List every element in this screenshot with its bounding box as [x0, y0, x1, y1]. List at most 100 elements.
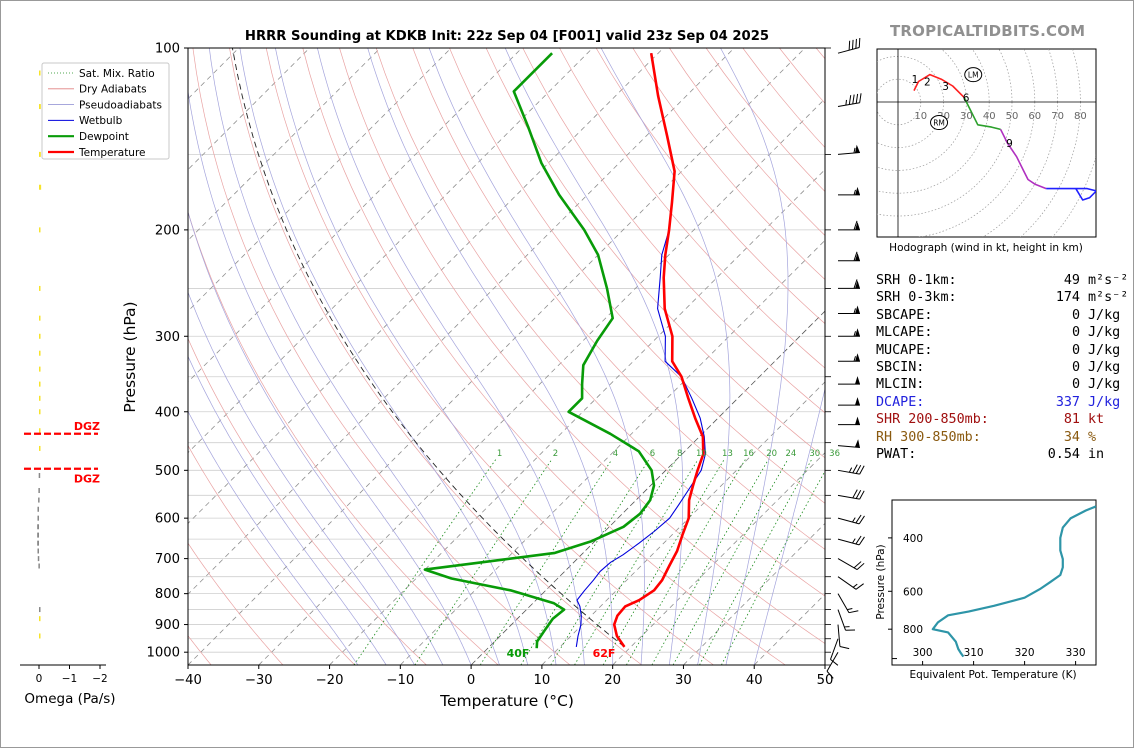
- pseudoadiabat-line: [428, 48, 645, 665]
- hodograph-trace: [913, 73, 1096, 201]
- mixing-ratio-line: [651, 459, 769, 665]
- barb-full: [853, 279, 858, 289]
- theta-e-profile: [931, 505, 1096, 658]
- barb-full: [848, 610, 859, 614]
- dry-adiabat-line: [339, 48, 825, 644]
- wind-barb: [838, 251, 860, 262]
- barb-full: [853, 220, 858, 231]
- dry-adiabat-line: [375, 48, 825, 597]
- mixing-ratio-line: [520, 459, 650, 665]
- x-tick-label: −10: [386, 673, 414, 688]
- pseudoadiabat-line: [188, 88, 472, 665]
- wind-barb: [838, 279, 860, 289]
- barb-full: [855, 535, 862, 545]
- x-axis-label: Temperature (°C): [439, 692, 574, 710]
- mixing-ratio-label: 8: [677, 449, 682, 459]
- barb-staff: [837, 609, 846, 631]
- barb-flag: [855, 186, 860, 195]
- wind-barb: [838, 416, 860, 426]
- surface-labels: 40F 62F: [507, 647, 616, 660]
- barb-full: [852, 94, 855, 105]
- isotherm-line: [329, 168, 825, 665]
- barb-full: [848, 95, 852, 105]
- param-row: SBCAPE: 0 J/kg: [876, 307, 1128, 324]
- param-row: PWAT: 0.54 in: [876, 446, 1128, 463]
- storm-motion-label: LM: [968, 71, 979, 80]
- theta-x-tick-label: 300: [913, 647, 933, 659]
- barb-full: [855, 464, 862, 474]
- wind-barb: [837, 624, 850, 650]
- x-tick-label: −30: [245, 673, 273, 688]
- param-label: PWAT:: [876, 447, 917, 463]
- omega-tick-label: −1: [62, 673, 77, 685]
- hodograph-segment: [999, 129, 1047, 190]
- wind-barb: [838, 353, 860, 362]
- omega-bar: [39, 409, 41, 415]
- dry-adiabat-line: [412, 48, 825, 550]
- omega-bar: [39, 104, 41, 110]
- pseudoadiabat-line: [753, 387, 825, 665]
- barb-half: [848, 467, 853, 473]
- storm-motion-label: RM: [933, 119, 945, 128]
- wind-barb: [837, 439, 860, 448]
- param-unit: J/kg: [1088, 325, 1121, 341]
- barb-flag: [855, 397, 860, 406]
- barb-full: [859, 465, 865, 475]
- dry-adiabat-line: [559, 48, 825, 369]
- omega-bar: [39, 633, 41, 639]
- hodograph-segment: [1046, 187, 1096, 201]
- barb-half: [853, 147, 856, 154]
- wind-barb: [838, 328, 860, 337]
- param-row: MLCIN: 0 J/kg: [876, 376, 1128, 393]
- mixing-ratio-line: [602, 459, 725, 665]
- y-tick-label: 800: [155, 587, 180, 602]
- wind-barb: [838, 397, 860, 406]
- hodograph-labels: 102030405060708012369LMRM: [912, 67, 1087, 150]
- parcel-line: [231, 48, 625, 648]
- wind-barb: [826, 651, 839, 679]
- hodograph-segment: [963, 97, 1001, 131]
- barb-full: [848, 40, 851, 51]
- isotherm-lines: [188, 48, 825, 665]
- mixing-ratio-line: [721, 470, 825, 665]
- barb-flag: [854, 144, 860, 153]
- omega-bar: [38, 497, 40, 503]
- omega-bar: [39, 607, 41, 613]
- x-tick-label: 50: [817, 673, 834, 688]
- param-value: 337: [1055, 394, 1080, 410]
- dry-adiabat-line: [302, 48, 786, 665]
- dry-adiabat-line: [265, 48, 714, 665]
- param-row: SRH 0-3km: 174 m²s⁻²: [876, 289, 1128, 306]
- mixing-ratio-lines: [353, 459, 825, 665]
- sounding-parameters: SRH 0-1km: 49 m²s⁻² SRH 0-3km: 174 m²s⁻² SBCAP…: [876, 272, 1128, 463]
- barb-half: [847, 607, 853, 611]
- param-label: SHR 200-850mb:: [876, 412, 989, 428]
- y-tick-label: 600: [155, 512, 180, 527]
- barb-full: [856, 562, 865, 570]
- param-row: SHR 200-850mb: 81 kt: [876, 411, 1128, 428]
- barb-flag: [855, 221, 860, 230]
- wind-barb: [837, 489, 865, 500]
- pseudoadiabat-line: [600, 48, 731, 665]
- surface-temperature-label: 62F: [593, 647, 616, 660]
- dry-adiabat-line: [188, 444, 355, 665]
- wind-barb: [837, 558, 865, 571]
- omega-bar: [39, 70, 41, 76]
- pseudoadiabat-line: [504, 48, 684, 665]
- barb-half: [853, 189, 856, 195]
- barb-flag: [855, 376, 860, 385]
- dgz-label: DGZ: [74, 473, 100, 486]
- theta-y-tick-label: 800: [903, 624, 923, 636]
- omega-bar: [39, 333, 41, 339]
- pseudoadiabat-line: [720, 48, 789, 665]
- omega-x-label: Omega (Pa/s): [24, 691, 115, 707]
- theta-e-ticks: 300 310 320 330 400 600 800: [888, 533, 1086, 665]
- x-tick-label: −20: [316, 673, 344, 688]
- skewt-plot-frame: [187, 47, 826, 666]
- omega-tick-label: 0: [36, 673, 43, 685]
- param-unit: J/kg: [1088, 360, 1121, 376]
- isotherm-line: [258, 98, 825, 665]
- barb-staff: [837, 445, 860, 448]
- dry-adiabat-line: [595, 48, 825, 325]
